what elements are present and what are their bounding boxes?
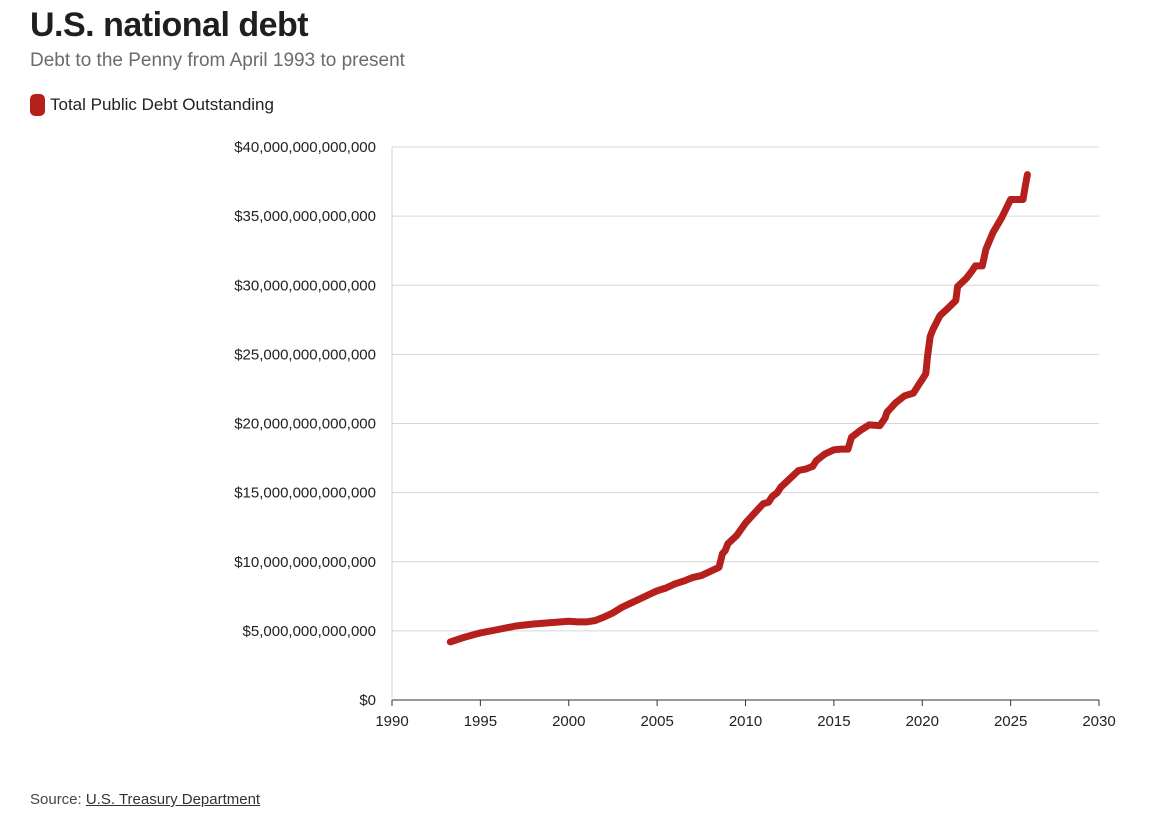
- source-prefix: Source:: [30, 791, 86, 808]
- y-tick-label: $5,000,000,000,000: [243, 623, 376, 640]
- y-tick-label: $30,000,000,000,000: [234, 277, 376, 294]
- x-tick-label: 2015: [817, 713, 850, 730]
- x-tick-label: 2005: [640, 713, 673, 730]
- y-tick-label: $20,000,000,000,000: [234, 416, 376, 433]
- x-tick-label: 2030: [1082, 713, 1115, 730]
- series-line-total-public-debt: [446, 171, 1031, 646]
- source-link[interactable]: U.S. Treasury Department: [85, 791, 261, 808]
- x-tick-label: 1995: [464, 713, 497, 730]
- chart-title: U.S. national debt: [30, 6, 309, 44]
- y-tick-label: $35,000,000,000,000: [234, 208, 376, 225]
- x-tick-label: 2010: [729, 713, 762, 730]
- x-tick-label: 2020: [906, 713, 939, 730]
- y-tick-label: $15,000,000,000,000: [234, 485, 376, 502]
- legend: Total Public Debt Outstanding: [30, 94, 274, 116]
- legend-label: Total Public Debt Outstanding: [50, 95, 274, 114]
- y-tick-label: $25,000,000,000,000: [234, 346, 376, 363]
- x-tick-label: 2000: [552, 713, 585, 730]
- y-tick-label: $40,000,000,000,000: [234, 139, 376, 156]
- source-footer: Source: U.S. Treasury Department: [30, 791, 260, 808]
- y-tick-label: $10,000,000,000,000: [234, 554, 376, 571]
- legend-swatch: [30, 94, 45, 116]
- x-tick-label: 2025: [994, 713, 1027, 730]
- chart-subtitle: Debt to the Penny from April 1993 to pre…: [30, 50, 405, 71]
- y-tick-label: $0: [359, 692, 376, 709]
- x-tick-label: 1990: [375, 713, 408, 730]
